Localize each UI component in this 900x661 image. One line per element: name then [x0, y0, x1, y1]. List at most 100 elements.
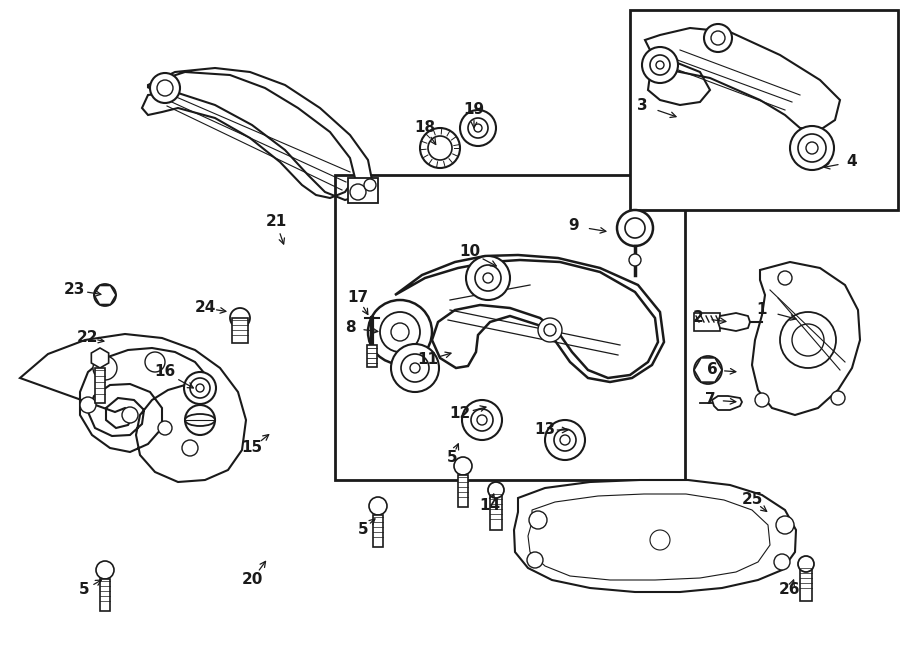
- Polygon shape: [752, 262, 860, 415]
- Text: 4: 4: [847, 155, 858, 169]
- Text: 6: 6: [706, 362, 717, 377]
- Text: 2: 2: [693, 311, 704, 325]
- Text: 13: 13: [535, 422, 555, 438]
- Text: 22: 22: [77, 330, 99, 346]
- Bar: [335, 175, 685, 480]
- Circle shape: [99, 289, 111, 301]
- Text: 11: 11: [418, 352, 438, 368]
- Text: 18: 18: [414, 120, 436, 136]
- Text: 24: 24: [194, 301, 216, 315]
- Text: 23: 23: [63, 282, 85, 297]
- Circle shape: [798, 556, 814, 572]
- Circle shape: [471, 409, 493, 431]
- Circle shape: [184, 372, 216, 404]
- Bar: [630, 10, 898, 210]
- Circle shape: [460, 110, 496, 146]
- Circle shape: [182, 440, 198, 456]
- Bar: [232, 318, 248, 343]
- Polygon shape: [142, 68, 372, 200]
- Circle shape: [778, 271, 792, 285]
- Circle shape: [93, 356, 117, 380]
- Bar: [458, 475, 468, 507]
- Text: 16: 16: [155, 364, 176, 379]
- Circle shape: [617, 210, 653, 246]
- Bar: [694, 313, 720, 331]
- Polygon shape: [94, 286, 116, 305]
- Text: 5: 5: [446, 451, 457, 465]
- Polygon shape: [645, 28, 840, 130]
- Circle shape: [94, 284, 116, 306]
- Circle shape: [755, 393, 769, 407]
- Polygon shape: [20, 334, 246, 482]
- Circle shape: [474, 124, 482, 132]
- Text: 5: 5: [357, 522, 368, 537]
- Circle shape: [483, 273, 493, 283]
- Circle shape: [527, 552, 543, 568]
- Polygon shape: [712, 396, 742, 410]
- Circle shape: [466, 256, 510, 300]
- Polygon shape: [91, 348, 109, 368]
- Text: 17: 17: [347, 290, 369, 305]
- Circle shape: [694, 356, 722, 384]
- Circle shape: [475, 265, 501, 291]
- Text: 10: 10: [459, 245, 481, 260]
- Text: 1: 1: [757, 303, 767, 317]
- Polygon shape: [718, 313, 750, 331]
- Text: 12: 12: [449, 407, 471, 422]
- Circle shape: [157, 80, 173, 96]
- Polygon shape: [694, 358, 722, 382]
- Circle shape: [428, 136, 452, 160]
- Circle shape: [776, 516, 794, 534]
- Text: 25: 25: [742, 492, 762, 508]
- Circle shape: [190, 378, 210, 398]
- Circle shape: [196, 384, 204, 392]
- Circle shape: [488, 482, 504, 498]
- Text: 9: 9: [569, 219, 580, 233]
- Circle shape: [369, 497, 387, 515]
- Ellipse shape: [185, 414, 215, 426]
- Text: 3: 3: [636, 98, 647, 112]
- Circle shape: [350, 184, 366, 200]
- Circle shape: [158, 421, 172, 435]
- Text: 14: 14: [480, 498, 500, 514]
- Circle shape: [410, 363, 420, 373]
- Circle shape: [545, 420, 585, 460]
- Bar: [800, 566, 812, 601]
- Bar: [367, 345, 377, 367]
- Circle shape: [544, 324, 556, 336]
- Circle shape: [560, 435, 570, 445]
- Circle shape: [538, 318, 562, 342]
- Text: 20: 20: [241, 572, 263, 588]
- Circle shape: [468, 118, 488, 138]
- Text: 7: 7: [705, 393, 716, 407]
- Circle shape: [150, 73, 180, 103]
- Bar: [100, 579, 110, 611]
- Circle shape: [554, 429, 576, 451]
- Circle shape: [477, 415, 487, 425]
- Circle shape: [145, 352, 165, 372]
- Circle shape: [774, 554, 790, 570]
- Circle shape: [380, 312, 420, 352]
- Circle shape: [831, 391, 845, 405]
- Bar: [490, 492, 502, 530]
- Text: 15: 15: [241, 440, 263, 455]
- Circle shape: [122, 407, 138, 423]
- Text: 21: 21: [266, 215, 286, 229]
- Circle shape: [364, 179, 376, 191]
- Circle shape: [780, 312, 836, 368]
- Text: 5: 5: [78, 582, 89, 598]
- Text: 19: 19: [464, 102, 484, 118]
- Text: 8: 8: [345, 321, 356, 336]
- Circle shape: [185, 405, 215, 435]
- Circle shape: [650, 530, 670, 550]
- Circle shape: [629, 254, 641, 266]
- Circle shape: [806, 142, 818, 154]
- Polygon shape: [395, 255, 664, 382]
- Circle shape: [391, 323, 409, 341]
- Circle shape: [462, 400, 502, 440]
- Circle shape: [401, 354, 429, 382]
- Circle shape: [798, 134, 826, 162]
- Text: 26: 26: [779, 582, 801, 598]
- Circle shape: [391, 344, 439, 392]
- Circle shape: [529, 511, 547, 529]
